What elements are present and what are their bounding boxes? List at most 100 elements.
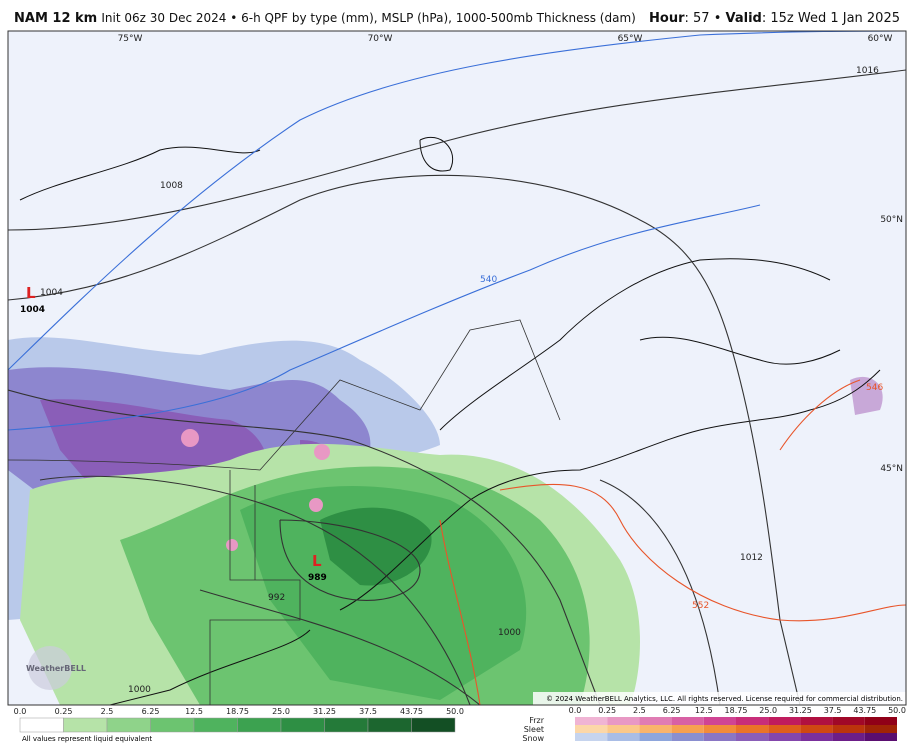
mixed-swatch xyxy=(736,733,769,741)
rain-swatch xyxy=(411,717,456,733)
mixed-tick: 43.75 xyxy=(853,706,876,715)
lat-label: 50°N xyxy=(880,215,903,225)
isobar-label: 1004 xyxy=(40,288,63,298)
mixed-swatch xyxy=(832,733,865,741)
copyright: © 2024 WeatherBELL Analytics, LLC. All r… xyxy=(546,695,903,703)
mixed-swatch xyxy=(607,733,640,741)
rain-tick: 2.5 xyxy=(101,707,114,716)
mixed-swatch xyxy=(575,733,608,741)
rain-tick: 18.75 xyxy=(226,707,249,716)
rain-swatch xyxy=(280,717,325,733)
isobars xyxy=(8,69,906,705)
mixed-swatch xyxy=(671,725,704,733)
map-frame xyxy=(7,30,907,706)
isobar-label: 1016 xyxy=(856,66,879,76)
rain-swatch xyxy=(367,717,412,733)
rain-tick: 50.0 xyxy=(446,707,464,716)
rain-tick: 0.25 xyxy=(55,707,73,716)
low-symbol: L xyxy=(312,552,322,570)
lon-label: 75°W xyxy=(118,34,143,44)
thickness-lines xyxy=(8,31,906,705)
mixed-tick: 37.5 xyxy=(824,706,842,715)
header-left: NAM 12 km Init 06z 30 Dec 2024 • 6-h QPF… xyxy=(14,11,636,26)
mixed-tick: 50.0 xyxy=(888,706,906,715)
isobar-label: 1000 xyxy=(128,685,151,695)
mixed-tick: 31.25 xyxy=(789,706,812,715)
map: 75°W 70°W 65°W 60°W 50°N 45°N 1016 1008 … xyxy=(7,30,907,706)
copyright-bg xyxy=(533,692,906,705)
coastlines xyxy=(19,136,881,705)
mixed-swatch xyxy=(736,717,769,725)
mixed-swatch xyxy=(800,725,833,733)
mixed-swatch xyxy=(639,733,672,741)
mixed-type: Frzr xyxy=(529,716,545,725)
mixed-swatch xyxy=(575,725,608,733)
mixed-swatch xyxy=(800,733,833,741)
mixed-swatch xyxy=(703,725,736,733)
thickness-label: 552 xyxy=(692,601,709,611)
mixed-swatch xyxy=(864,717,897,725)
mixed-swatch xyxy=(864,725,897,733)
rain-tick: 25.0 xyxy=(272,707,290,716)
lon-label: 70°W xyxy=(368,34,393,44)
lat-label: 45°N xyxy=(880,464,903,474)
rain-swatch xyxy=(63,717,108,733)
logo: WeatherBELL xyxy=(26,664,86,673)
rain-swatch xyxy=(193,717,238,733)
mixed-swatch xyxy=(671,717,704,725)
isobar-label: 1012 xyxy=(740,553,763,563)
logo-globe xyxy=(28,646,72,690)
mixed-swatch xyxy=(768,725,801,733)
mixed-tick: 2.5 xyxy=(633,706,646,715)
mixed-tick: 25.0 xyxy=(759,706,777,715)
mixed-tick: 0.25 xyxy=(598,706,616,715)
rain-tick: 0.0 xyxy=(14,707,27,716)
mixed-swatch xyxy=(703,717,736,725)
rain-tick: 37.5 xyxy=(359,707,377,716)
mixed-swatch xyxy=(832,725,865,733)
mixed-swatch xyxy=(768,733,801,741)
mixed-swatch xyxy=(607,717,640,725)
hour: 57 xyxy=(693,11,710,26)
rain-swatch xyxy=(106,717,151,733)
rain-swatch xyxy=(324,717,369,733)
low-symbol: L xyxy=(26,284,36,302)
description: Init 06z 30 Dec 2024 • 6-h QPF by type (… xyxy=(101,11,635,25)
lon-label: 60°W xyxy=(868,34,893,44)
mixed-swatch xyxy=(671,733,704,741)
mixed-swatch xyxy=(768,717,801,725)
isobar-label: 992 xyxy=(268,593,285,603)
hour-label: Hour xyxy=(649,11,685,26)
rain-heavy xyxy=(240,486,527,700)
mix-spot xyxy=(226,539,238,551)
legend-note: All values represent liquid equivalent xyxy=(22,735,152,743)
mixed-type: Snow xyxy=(522,734,544,743)
mixed-tick: 0.0 xyxy=(569,706,582,715)
mix-spot xyxy=(181,429,199,447)
mixed-swatch xyxy=(607,725,640,733)
mixed-swatch xyxy=(800,717,833,725)
mixed-swatch xyxy=(639,725,672,733)
mixed-swatch xyxy=(864,733,897,741)
lon-label: 65°W xyxy=(618,34,643,44)
mixed-tick: 6.25 xyxy=(663,706,681,715)
mixed-swatch xyxy=(703,733,736,741)
mixed-swatch xyxy=(736,725,769,733)
thickness-label: 546 xyxy=(866,383,883,393)
rain-swatch xyxy=(19,717,64,733)
mix-spot xyxy=(314,444,330,460)
valid: 15z Wed 1 Jan 2025 xyxy=(770,11,900,26)
low-pressure: 1004 xyxy=(20,305,45,315)
mixed-tick: 18.75 xyxy=(725,706,748,715)
legend: All values represent liquid equivalent 0… xyxy=(14,706,906,743)
thickness-label: 540 xyxy=(480,275,497,285)
mixed-swatch xyxy=(575,717,608,725)
mixed-swatch xyxy=(832,717,865,725)
rain-tick: 31.25 xyxy=(313,707,336,716)
mixed-type: Sleet xyxy=(524,725,544,734)
rain-tick: 12.5 xyxy=(185,707,203,716)
isobar-label: 1008 xyxy=(160,181,183,191)
mixed-swatch xyxy=(639,717,672,725)
mixed-tick: 12.5 xyxy=(695,706,713,715)
